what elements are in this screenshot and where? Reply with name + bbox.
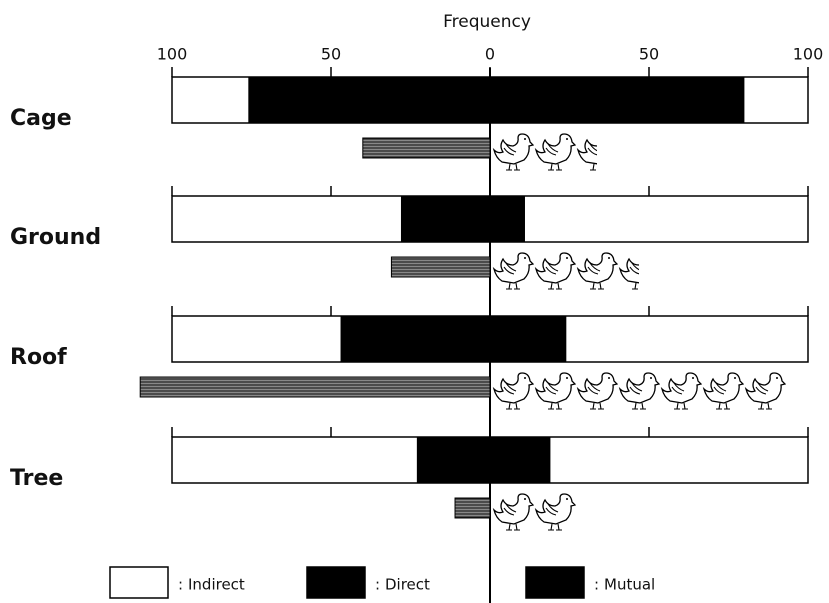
category-label: Roof — [10, 345, 67, 370]
bird-icons — [494, 494, 575, 530]
legend-label: Mutual — [604, 576, 655, 594]
direct-bar-right — [490, 437, 550, 483]
category-label: Cage — [10, 106, 72, 131]
legend-colon: : — [178, 576, 183, 594]
category-label: Tree — [10, 466, 63, 491]
bird-icons — [494, 373, 785, 409]
bird-icon — [536, 373, 575, 409]
bird-icon — [494, 253, 533, 289]
bird-icons — [494, 134, 617, 170]
legend-colon: : — [375, 576, 380, 594]
legend-swatch — [307, 567, 365, 598]
legend-swatch — [110, 567, 168, 598]
direct-bar-left — [401, 196, 490, 242]
direct-bar-right — [490, 196, 525, 242]
legend-label: Direct — [385, 576, 430, 594]
bird-icons — [494, 253, 659, 289]
direct-bar-right — [490, 77, 744, 123]
chart: Frequency 100 50 0 50 100 Cage Ground Roof Tree:… — [0, 0, 829, 603]
bird-icon — [494, 494, 533, 530]
bird-icon — [620, 253, 659, 289]
bird-icon — [536, 253, 575, 289]
x-tick-label: 50 — [321, 45, 341, 64]
x-tick-label: 100 — [793, 45, 824, 64]
bird-icon — [536, 134, 575, 170]
bird-icon — [578, 373, 617, 409]
bird-icon — [704, 373, 743, 409]
direct-bar-right — [490, 316, 566, 362]
bird-icon — [620, 373, 659, 409]
x-tick-label: 50 — [639, 45, 659, 64]
bird-icon — [662, 373, 701, 409]
direct-bar-left — [248, 77, 490, 123]
bird-icon — [746, 373, 785, 409]
axis-title: Frequency — [443, 12, 531, 32]
mutual-bar — [455, 498, 490, 518]
bird-icon — [494, 373, 533, 409]
legend-colon: : — [594, 576, 599, 594]
bird-icon — [494, 134, 533, 170]
legend-swatch — [526, 567, 584, 598]
bird-icon — [578, 134, 617, 170]
direct-bar-left — [417, 437, 490, 483]
mutual-bar — [140, 377, 490, 397]
bird-icon — [578, 253, 617, 289]
mutual-bar — [391, 257, 490, 277]
x-tick-label: 0 — [485, 45, 495, 64]
x-tick-label: 100 — [157, 45, 188, 64]
bird-icon — [536, 494, 575, 530]
legend-label: Indirect — [188, 576, 245, 594]
category-label: Ground — [10, 225, 101, 250]
direct-bar-left — [341, 316, 490, 362]
mutual-bar — [363, 138, 490, 158]
